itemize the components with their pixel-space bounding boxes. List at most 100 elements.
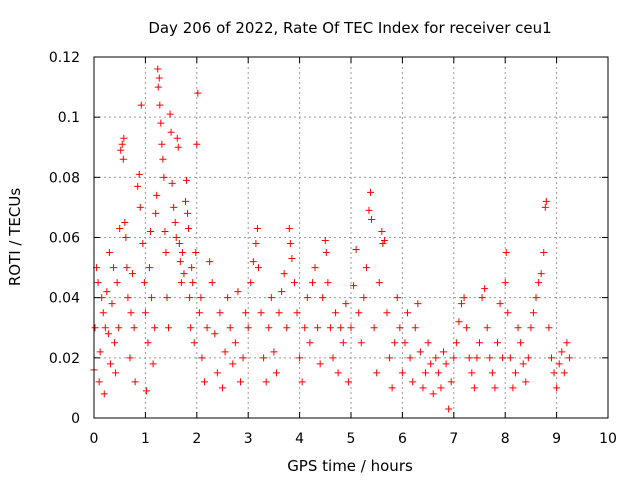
data-point (396, 324, 404, 332)
data-point (365, 206, 373, 214)
data-point (514, 324, 522, 332)
x-tick-label: 7 (449, 431, 458, 447)
data-point (370, 324, 378, 332)
data-point (142, 387, 150, 395)
data-point (229, 360, 237, 368)
data-point (106, 360, 114, 368)
data-point (463, 324, 471, 332)
x-tick-labels: 0 1 2 3 4 5 6 7 8 9 10 (90, 431, 617, 447)
data-point (171, 218, 179, 226)
data-point (148, 294, 156, 302)
data-point (517, 339, 525, 347)
data-point (491, 384, 499, 392)
data-point (188, 264, 196, 272)
data-point (91, 324, 99, 332)
data-point (342, 300, 350, 308)
data-point (130, 324, 138, 332)
data-point (326, 324, 334, 332)
data-point (159, 155, 167, 163)
x-tick-label: 10 (599, 431, 617, 447)
data-point (332, 309, 340, 317)
data-point (253, 224, 261, 232)
data-point (144, 339, 152, 347)
data-point (486, 354, 494, 362)
data-point (184, 209, 192, 217)
data-point (419, 384, 427, 392)
data-point (126, 354, 134, 362)
data-point (391, 339, 399, 347)
data-point (529, 309, 537, 317)
data-point (172, 234, 180, 241)
data-point (278, 288, 286, 296)
data-point (176, 258, 184, 266)
data-point (129, 270, 137, 278)
data-point (393, 294, 401, 302)
data-point (198, 354, 206, 362)
data-point (504, 309, 512, 317)
data-point (213, 369, 221, 377)
data-point (406, 354, 414, 362)
data-point (324, 279, 332, 287)
y-tick-label: 0 (71, 411, 80, 427)
grid (94, 57, 608, 418)
data-point (537, 270, 545, 278)
data-point (367, 188, 375, 196)
data-point (175, 240, 183, 248)
data-point (432, 354, 440, 362)
data-point (429, 390, 437, 398)
data-points (90, 65, 573, 413)
data-point (319, 294, 327, 302)
data-point (195, 309, 203, 317)
data-point (127, 309, 135, 317)
data-point (247, 279, 255, 287)
data-point (168, 179, 176, 187)
data-point (360, 294, 368, 302)
data-point (524, 354, 532, 362)
y-tick-label: 0.02 (49, 351, 80, 367)
data-point (422, 369, 430, 377)
data-point (157, 119, 165, 127)
data-point (154, 83, 162, 91)
data-point (386, 354, 394, 362)
data-point (180, 270, 188, 278)
data-point (541, 203, 549, 211)
data-point (203, 324, 211, 332)
data-point (321, 237, 329, 245)
data-point (350, 282, 358, 290)
data-point (483, 324, 491, 332)
data-point (216, 309, 224, 317)
x-tick-label: 4 (295, 431, 304, 447)
data-point (347, 324, 355, 332)
data-point (532, 294, 540, 302)
data-point (112, 369, 120, 377)
data-point (445, 405, 453, 413)
data-point (154, 65, 162, 73)
data-point (201, 378, 209, 386)
data-point (478, 294, 486, 302)
x-tick-label: 6 (398, 431, 407, 447)
data-point (224, 294, 232, 302)
data-point (121, 218, 129, 226)
data-point (388, 384, 396, 392)
data-point (103, 288, 111, 296)
data-point (553, 384, 561, 392)
data-point (447, 378, 455, 386)
data-point (131, 378, 139, 386)
data-point (535, 279, 543, 287)
data-point (460, 294, 468, 302)
data-point (239, 354, 247, 362)
data-point (375, 279, 383, 287)
data-point (254, 264, 262, 272)
data-point (177, 279, 185, 287)
data-point (111, 339, 119, 347)
data-point (140, 279, 148, 287)
data-point (260, 354, 268, 362)
data-point (522, 378, 530, 386)
data-point (257, 309, 265, 317)
data-point (344, 378, 352, 386)
data-point (339, 339, 347, 347)
data-point (481, 285, 489, 293)
data-point (174, 143, 182, 151)
data-point (160, 173, 168, 181)
data-point (190, 339, 198, 347)
